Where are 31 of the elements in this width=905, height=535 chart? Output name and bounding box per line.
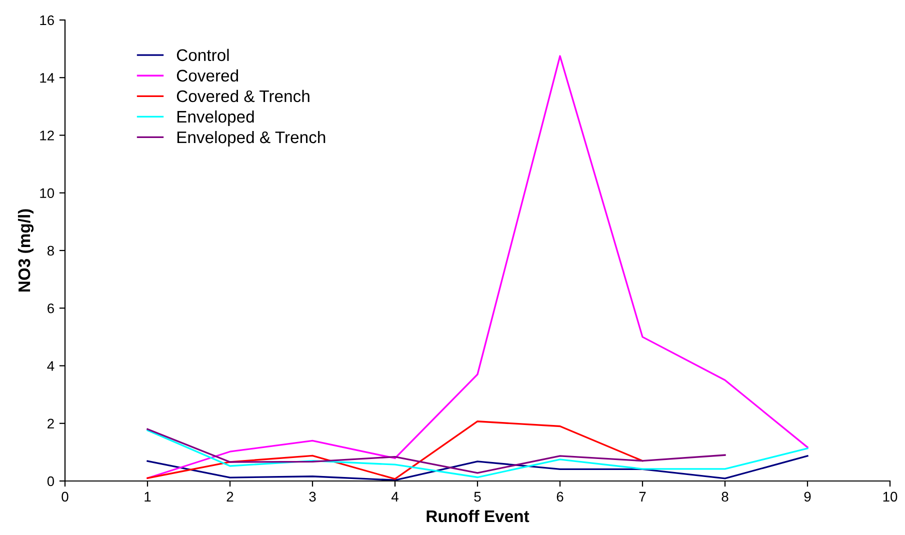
y-tick-label: 4: [47, 361, 54, 371]
legend-label: Enveloped: [177, 110, 254, 126]
line-series: [146, 420, 644, 480]
legend-label: Control: [176, 48, 229, 62]
x-tick-label: 0: [62, 492, 68, 502]
y-tick-label: 8: [47, 246, 54, 256]
line-series: [146, 455, 808, 481]
y-tick-label: 2: [48, 418, 54, 428]
x-tick-label: 7: [639, 492, 646, 502]
x-tick-label: 2: [226, 492, 234, 502]
x-tick-label: 3: [309, 492, 316, 502]
x-tick-label: 10: [883, 492, 898, 502]
y-tick-label: 14: [40, 73, 54, 83]
y-axis-title: NO3 (mg/l): [18, 209, 34, 292]
x-tick-label: 5: [474, 492, 481, 502]
legend-label: Covered & Trench: [176, 90, 310, 102]
y-tick-label: 12: [40, 130, 54, 140]
x-tick-label: 1: [144, 492, 151, 502]
legend-label: Covered: [176, 69, 238, 82]
y-tick-label: 16: [40, 15, 54, 26]
x-tick-label: 4: [391, 492, 398, 502]
x-tick-label: 9: [804, 492, 811, 502]
y-tick-label: 10: [40, 188, 54, 198]
x-tick-label: 8: [722, 492, 728, 502]
y-tick-label: 0: [47, 476, 54, 486]
x-tick-label: 6: [556, 492, 564, 502]
y-tick-label: 6: [48, 303, 54, 314]
line-series: [146, 428, 726, 474]
line-series: [146, 429, 808, 478]
legend-label: Enveloped & Trench: [177, 130, 326, 147]
x-axis-title: Runoff Event: [426, 510, 530, 522]
